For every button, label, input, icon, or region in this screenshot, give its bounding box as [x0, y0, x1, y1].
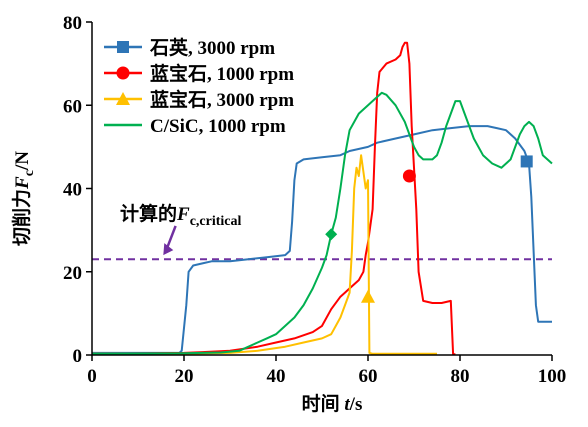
critical-force-label: 计算的Fc,critical — [120, 202, 242, 229]
legend: 石英, 3000 rpm 蓝宝石, 1000 rpm 蓝宝石, 3000 rpm C/… — [104, 36, 294, 137]
y-tick-label: 40 — [63, 180, 82, 201]
y-axis-title: 切削力Fc/N — [10, 151, 37, 246]
series-marker-0 — [520, 155, 533, 168]
series-line-2 — [92, 154, 437, 355]
reference-layer: 计算的Fc,critical — [92, 202, 552, 261]
y-tick-label: 80 — [63, 13, 82, 34]
series-layer — [91, 41, 553, 356]
x-tick-label: 80 — [451, 366, 470, 387]
series-line-3 — [91, 91, 553, 355]
series-marker-3 — [325, 228, 338, 241]
series-marker-1 — [402, 169, 416, 183]
y-tick-label: 0 — [73, 346, 83, 367]
series-marker-2 — [361, 289, 375, 303]
x-axis-title: 时间 t/s — [302, 393, 363, 415]
legend-marker-1 — [116, 66, 130, 80]
legend-label-1: 蓝宝石, 1000 rpm — [150, 62, 294, 85]
x-tick-label: 100 — [538, 366, 567, 387]
legend-label-3: C/SiC, 1000 rpm — [150, 116, 286, 137]
y-tick-label: 60 — [63, 96, 82, 117]
x-title-main: 时间 — [302, 393, 345, 415]
series-line-1 — [91, 41, 456, 356]
x-tick-label: 20 — [175, 366, 194, 387]
y-title-sub: c — [22, 170, 37, 176]
x-title-var: t — [344, 394, 350, 415]
y-title-main: 切削力 — [10, 189, 33, 246]
legend-marker-2 — [116, 92, 130, 105]
x-title-unit: /s — [349, 394, 363, 415]
x-tick-label: 0 — [87, 366, 97, 387]
critical-label-main: 计算的 — [120, 202, 177, 225]
x-tick-label: 60 — [359, 366, 378, 387]
axes-layer: 0 20 40 60 80 100 0 20 40 60 80 — [63, 13, 566, 387]
x-tick-label: 40 — [267, 366, 286, 387]
critical-arrow-head — [163, 243, 174, 256]
critical-label-var: F — [176, 204, 190, 225]
y-title-var: F — [12, 176, 33, 190]
legend-marker-0 — [117, 41, 129, 53]
legend-label-0: 石英, 3000 rpm — [149, 36, 275, 59]
critical-label-sub: c,critical — [190, 214, 242, 229]
y-title-unit: /N — [12, 151, 33, 171]
y-tick-label: 20 — [63, 263, 82, 284]
legend-label-2: 蓝宝石, 3000 rpm — [150, 88, 294, 111]
